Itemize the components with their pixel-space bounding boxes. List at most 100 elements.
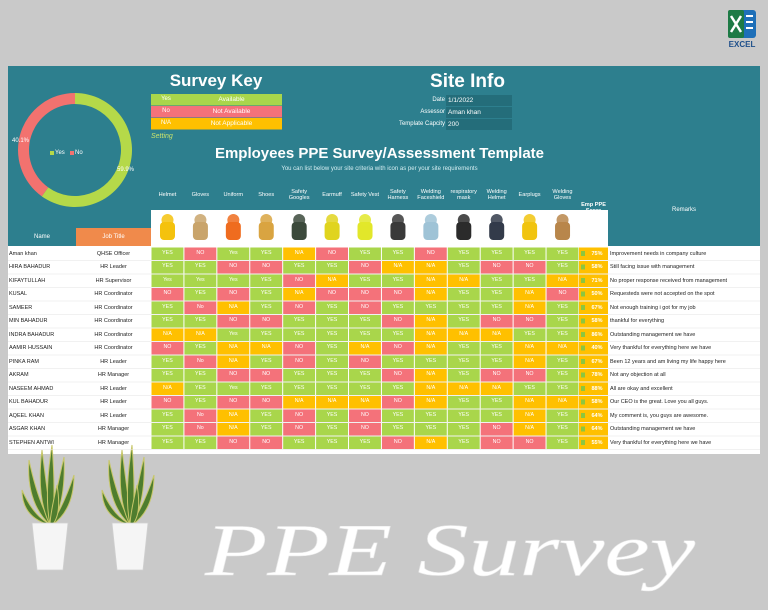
answer-cell: YES xyxy=(195,384,206,391)
employee-name: SAMEER xyxy=(9,304,33,311)
answer-cell-bg xyxy=(447,261,480,274)
answer-cell-bg xyxy=(381,328,414,341)
score-cell: 88% xyxy=(591,385,603,392)
answer-cell: YES xyxy=(293,263,305,270)
answer-cell: N/A xyxy=(294,249,304,256)
answer-cell-bg xyxy=(184,369,217,382)
donut-label: 40.1% xyxy=(12,137,30,144)
answer-cell: NO xyxy=(525,263,534,270)
plant-leaf xyxy=(21,489,53,526)
answer-cell: YES xyxy=(392,384,404,391)
icon-top xyxy=(457,214,470,226)
answer-cell-bg xyxy=(513,288,546,301)
answer-cell: N/A xyxy=(426,344,436,351)
remarks-cell: thankful for everything xyxy=(610,318,665,325)
answer-cell-bg xyxy=(316,274,349,287)
legend-swatch xyxy=(70,151,74,155)
answer-cell-bg xyxy=(316,423,349,436)
score-cell: 75% xyxy=(591,250,603,257)
score-cell: 58% xyxy=(591,264,603,271)
excel-logo xyxy=(728,10,756,38)
answer-cell: N/A xyxy=(426,371,436,378)
column-header: Welding Faceshield xyxy=(417,188,445,201)
employee-name: ASGAR KHAN xyxy=(9,426,46,433)
answer-cell-bg xyxy=(513,328,546,341)
answer-cell: N/A xyxy=(459,384,469,391)
answer-cell-bg xyxy=(217,409,250,422)
answer-cell-bg xyxy=(217,288,250,301)
job-title: HR Supervisor xyxy=(95,277,132,284)
answer-cell-bg xyxy=(283,247,316,260)
answer-cell: NO xyxy=(229,263,238,270)
answer-cell-bg xyxy=(250,355,283,368)
answer-cell-bg xyxy=(316,342,349,355)
remarks-cell: My comment is, you guys are awesome. xyxy=(610,412,709,419)
employee-name: INDRA BAHADUR xyxy=(9,331,55,338)
donut-label: 59.9% xyxy=(116,166,134,173)
answer-cell: N/A xyxy=(492,330,502,337)
score-indicator xyxy=(581,291,585,297)
legend-entry: No xyxy=(75,149,83,156)
answer-cell: NO xyxy=(328,249,337,256)
job-title: HR Leader xyxy=(100,399,127,406)
key-row-bg xyxy=(151,106,282,118)
answer-cell-bg xyxy=(151,261,184,274)
answer-cell-bg xyxy=(381,382,414,395)
answer-cell-bg xyxy=(480,328,513,341)
answer-cell: NO xyxy=(262,317,271,324)
name-header-bg xyxy=(8,228,76,246)
job-title: HR Manager xyxy=(97,426,130,433)
answer-cell-bg xyxy=(184,274,217,287)
answer-cell-bg xyxy=(151,409,184,422)
answer-cell-bg xyxy=(546,328,579,341)
score-cell: 78% xyxy=(591,372,603,379)
answer-cell-bg xyxy=(381,342,414,355)
answer-cell-bg xyxy=(283,328,316,341)
column-header: Welding Gloves xyxy=(552,188,573,201)
answer-cell: YES xyxy=(326,317,338,324)
answer-cell: YES xyxy=(162,371,173,378)
answer-cell-bg xyxy=(316,396,349,409)
answer-cell: N/A xyxy=(558,344,567,351)
answer-cell-bg xyxy=(447,315,480,328)
answer-cell-bg xyxy=(447,369,480,382)
donut-segment xyxy=(18,93,75,197)
answer-cell: YES xyxy=(458,303,470,310)
score-cell-bg xyxy=(579,396,608,409)
answer-cell: N/A xyxy=(426,398,436,405)
answer-cell: N/A xyxy=(426,317,436,324)
icon-top xyxy=(424,214,437,226)
answer-cell-bg xyxy=(414,436,447,449)
answer-cell: YES xyxy=(195,317,206,324)
answer-cell: NO xyxy=(163,398,172,405)
answer-cell: N/A xyxy=(163,384,172,391)
remarks-cell: Still facing issue with management xyxy=(610,264,695,271)
answer-cell-bg xyxy=(480,342,513,355)
score-indicator xyxy=(581,251,585,256)
answer-cell-bg xyxy=(184,301,217,314)
answer-cell: YES xyxy=(557,303,568,310)
answer-cell: YES xyxy=(195,438,206,445)
answer-cell-bg xyxy=(414,288,447,301)
answer-cell: NO xyxy=(295,303,304,310)
answer-cell-bg xyxy=(283,288,316,301)
answer-cell: NO xyxy=(393,317,402,324)
answer-cell-bg xyxy=(151,274,184,287)
job-title: HR Leader xyxy=(100,358,127,365)
ppe-icon xyxy=(522,214,538,240)
answer-cell-bg xyxy=(316,369,349,382)
answer-cell: N/A xyxy=(228,357,238,364)
ppe-icon xyxy=(357,214,373,240)
answer-cell-bg xyxy=(447,247,480,260)
answer-cell: No xyxy=(196,357,204,364)
answer-cell-bg xyxy=(184,436,217,449)
answer-cell-bg xyxy=(414,328,447,341)
ppe-icon xyxy=(456,214,472,240)
column-header: respiratory mask xyxy=(450,188,477,201)
answer-cell-bg xyxy=(381,423,414,436)
answer-cell-bg xyxy=(349,288,381,301)
answer-cell-bg xyxy=(283,409,316,422)
answer-cell-bg xyxy=(480,369,513,382)
answer-cell: YES xyxy=(162,425,173,432)
answer-cell-bg xyxy=(316,261,349,274)
